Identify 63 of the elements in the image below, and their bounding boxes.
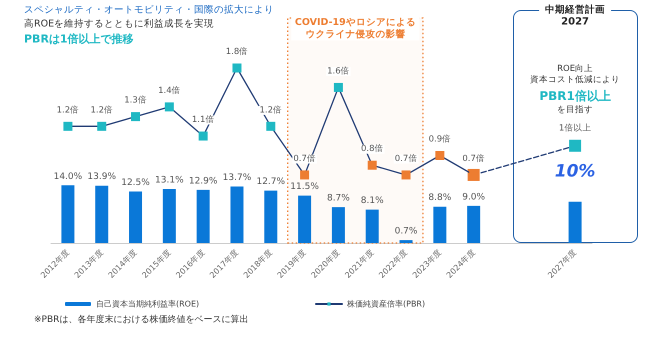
data-label: 12.7%: [256, 177, 286, 188]
point: [97, 122, 106, 131]
data-label: 1倍以上: [558, 122, 592, 134]
bar: [95, 186, 108, 243]
data-label: 8.8%: [428, 193, 452, 204]
bar: [366, 210, 379, 243]
band-label: COVID-19やロシアによるウクライナ侵攻の影響: [294, 16, 416, 40]
data-label: 1.6倍: [327, 65, 350, 76]
data-label: 0.9倍: [428, 134, 452, 144]
data-label: 1.4倍: [158, 84, 181, 96]
data-label: 1.2倍: [56, 104, 80, 116]
data-label: 10%: [554, 161, 596, 182]
bar: [196, 190, 210, 243]
text: スペシャルティ・オートモビリティ・国際の拡大により: [24, 4, 274, 16]
text: PBRは1倍以上で推移: [24, 32, 134, 46]
bar: [400, 240, 413, 243]
data-label: 0.7倍: [394, 152, 418, 164]
data-label: 9.0%: [462, 192, 486, 202]
annotation: PBR1倍以上: [539, 89, 611, 103]
data-label: 0.8倍: [360, 143, 384, 154]
legend-label: 株価純資産倍率(PBR): [346, 300, 426, 308]
bar: [332, 207, 345, 243]
data-label: 0.7倍: [293, 152, 316, 164]
data-label: 13.1%: [155, 176, 184, 186]
data-label: 1.2倍: [90, 104, 113, 116]
bar: [129, 191, 142, 243]
text: ※PBRは、各年度末における株価終値をベースに算出: [34, 314, 248, 325]
data-label: 1.1倍: [192, 114, 214, 126]
text: 中期経営計画: [545, 4, 606, 16]
data-label: 1.3倍: [124, 94, 147, 106]
data-label: 8.7%: [326, 194, 350, 204]
bar: [162, 189, 176, 243]
data-label: 0.7倍: [462, 152, 485, 164]
bar: [230, 186, 244, 243]
legend-label: 自己資本当期純利益率(ROE): [96, 300, 200, 308]
data-label: 13.7%: [222, 173, 252, 184]
text: 高ROEを維持するとともに利益成長を実現: [24, 18, 214, 30]
data-label: 12.9%: [188, 176, 218, 186]
data-label: 1.8倍: [226, 46, 248, 57]
annotation: ROE向上: [557, 63, 594, 74]
text: 2027: [561, 16, 590, 28]
data-label: 11.5%: [290, 182, 320, 192]
bar: [433, 206, 446, 243]
bar: [298, 196, 312, 243]
point: [198, 132, 208, 141]
point: [131, 112, 140, 122]
point: [164, 102, 174, 112]
bar: [568, 202, 582, 243]
data-label: 1.2倍: [260, 104, 282, 116]
data-label: 8.1%: [360, 196, 384, 206]
bar: [467, 206, 480, 243]
data-label: 12.5%: [121, 178, 150, 188]
point: [63, 122, 72, 131]
point: [232, 64, 242, 72]
annotation: を目指す: [557, 104, 594, 115]
data-label: 13.9%: [87, 172, 116, 182]
point: [266, 122, 276, 131]
point: [334, 82, 343, 92]
bar: [61, 185, 74, 243]
data-label: 0.7%: [394, 226, 418, 237]
data-label: 14.0%: [54, 172, 83, 182]
annotation: 資本コスト低減により: [530, 74, 620, 85]
bar: [264, 190, 278, 243]
